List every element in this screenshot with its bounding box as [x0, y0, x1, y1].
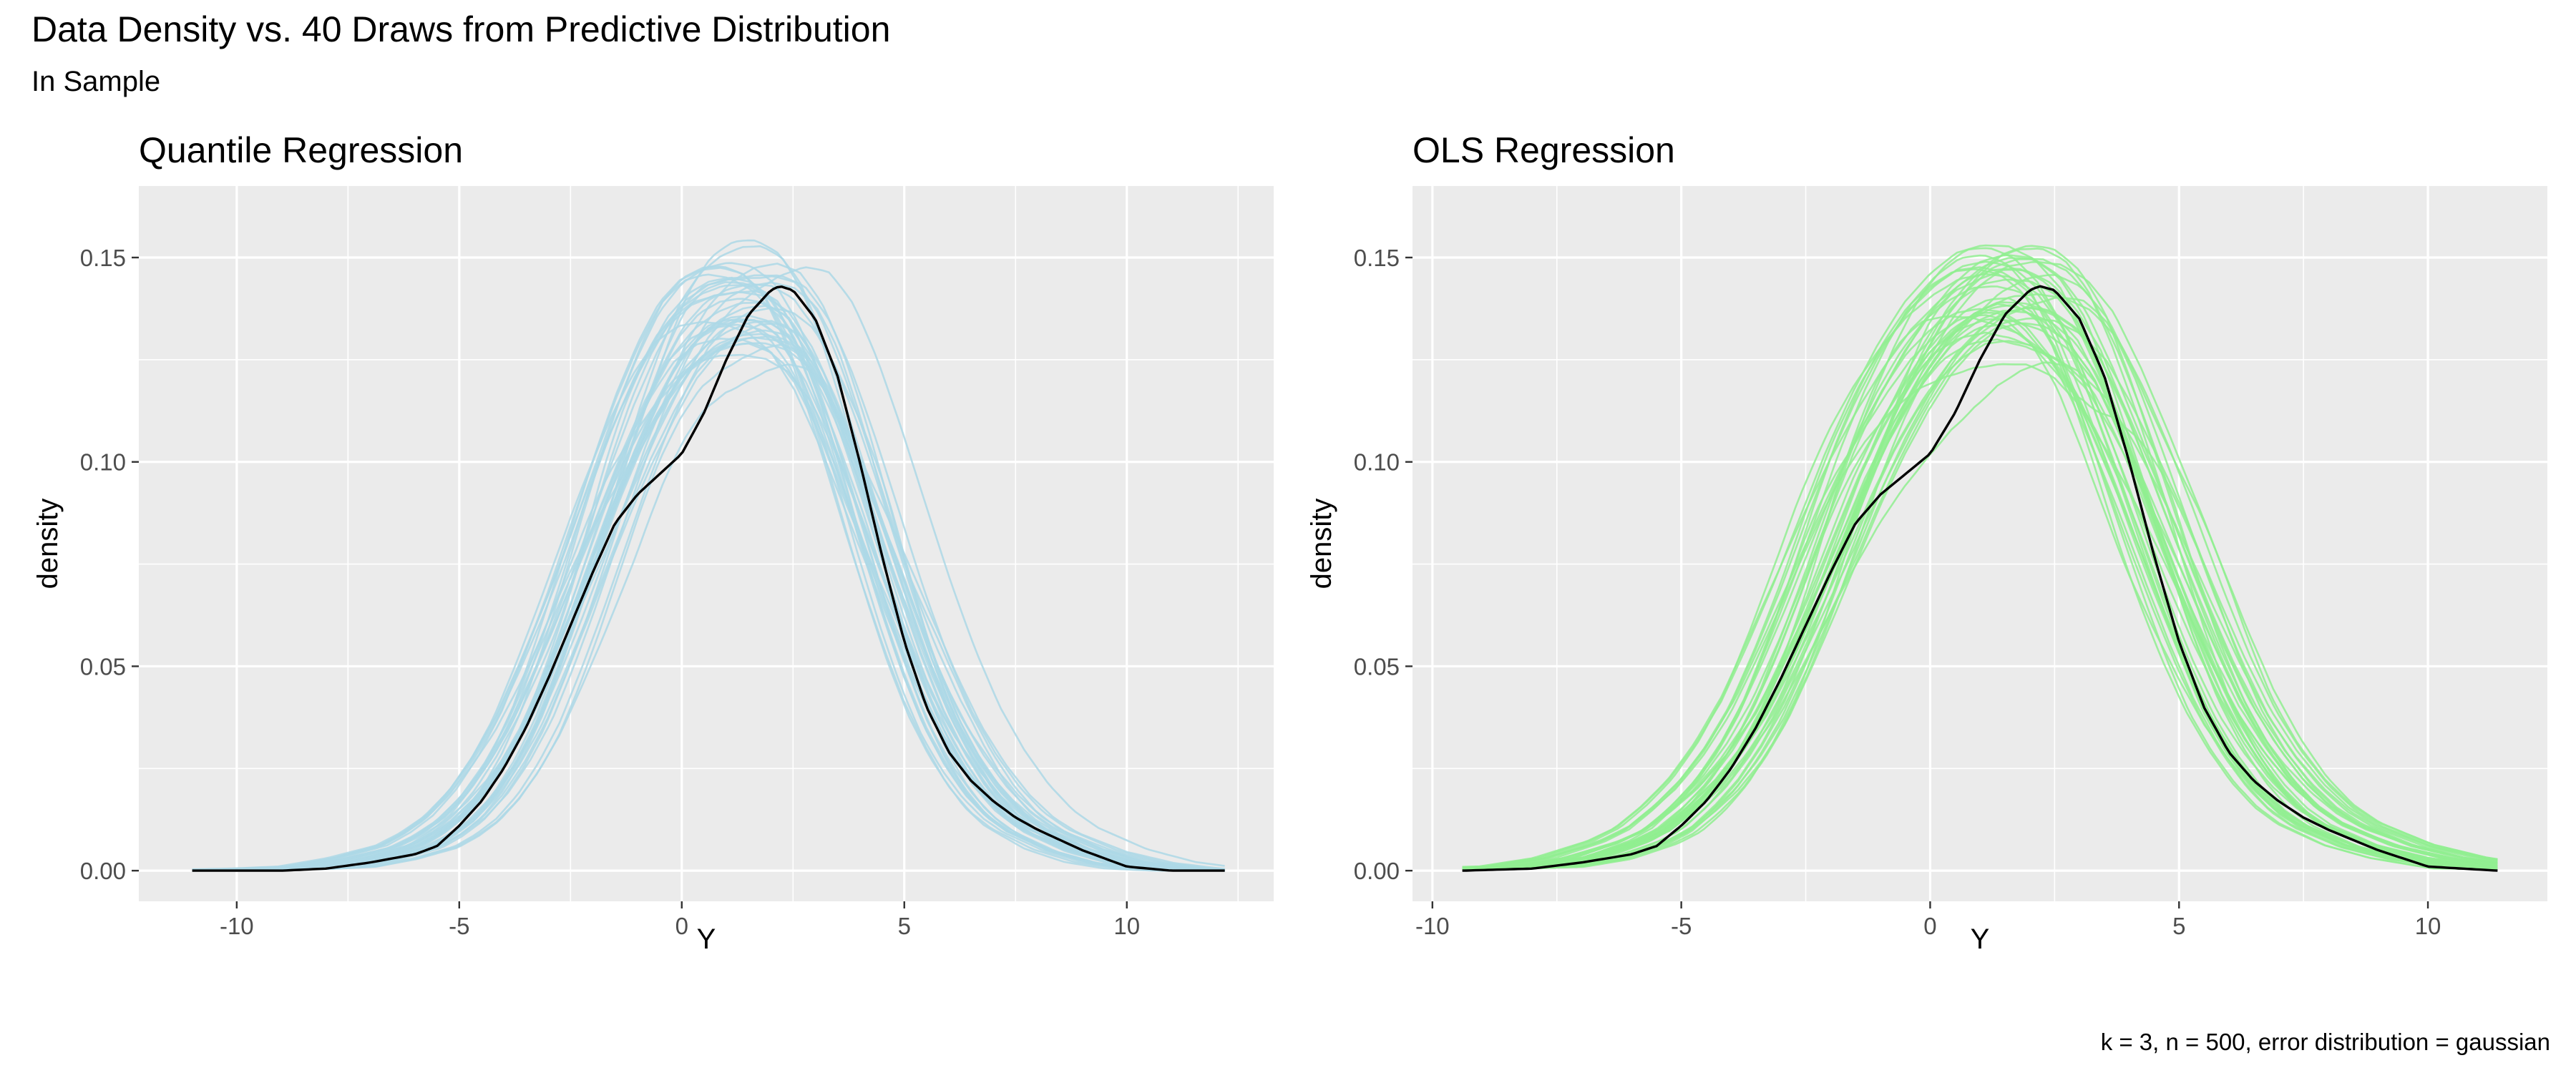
- x-tick-label: 10: [1113, 913, 1140, 939]
- x-tick-label: 5: [2172, 913, 2185, 939]
- predictive-draws: [192, 239, 1225, 872]
- predictive-draw-line: [192, 315, 1225, 872]
- x-tick-label: -10: [220, 913, 254, 939]
- x-axis-title: Y: [697, 923, 716, 955]
- plot-background: [139, 186, 1274, 901]
- y-axis-title: density: [1306, 499, 1337, 589]
- y-tick-label: 0.10: [1354, 449, 1400, 476]
- predictive-draw-line: [1462, 293, 2498, 870]
- predictive-draw-line: [192, 343, 1225, 872]
- data-density-line: [192, 285, 1225, 872]
- predictive-draw-line: [1462, 278, 2498, 870]
- predictive-draws: [1462, 244, 2498, 870]
- figure-title: Data Density vs. 40 Draws from Predictiv…: [31, 9, 891, 49]
- y-tick-label: 0.15: [1354, 245, 1400, 271]
- predictive-draw-line: [192, 291, 1225, 871]
- data-density-line: [1462, 285, 2498, 872]
- grid-lines: [1413, 186, 2547, 901]
- x-tick-label: -10: [1415, 913, 1450, 939]
- x-tick-label: 5: [898, 913, 911, 939]
- y-tick-label: 0.05: [1354, 653, 1400, 680]
- predictive-draw-line: [1462, 307, 2498, 870]
- data-density: [1462, 285, 2498, 872]
- predictive-draw-line: [192, 342, 1225, 871]
- panel-title: Quantile Regression: [139, 130, 463, 170]
- y-tick-label: 0.05: [80, 653, 126, 680]
- axis-ticks: -10 -5 0 5 10 0.00 0.05 0.10 0.15: [1354, 245, 2441, 939]
- y-tick-label: 0.00: [80, 858, 126, 884]
- predictive-draw-line: [1462, 266, 2498, 870]
- predictive-draw-line: [192, 274, 1225, 871]
- predictive-draw-line: [192, 318, 1225, 871]
- axis-ticks: -10 -5 0 5 10 0.00 0.05 0.10 0.15: [80, 245, 1140, 939]
- x-axis-title: Y: [1971, 923, 1990, 955]
- quantile-regression-chart: Quantile Regression -10 -5 0 5 10 0.00 0.05 0.1…: [32, 130, 1274, 955]
- ols-regression-panel: OLS Regression -10 -5 0 5 10 0.00 0.05 0.10 0.15…: [1302, 114, 2562, 1016]
- ols-regression-chart: OLS Regression -10 -5 0 5 10 0.00 0.05 0.10 0.15…: [1306, 130, 2547, 955]
- predictive-draw-line: [1462, 340, 2498, 870]
- x-tick-label: -5: [449, 913, 469, 939]
- predictive-draw-line: [1462, 304, 2498, 870]
- y-tick-label: 0.10: [80, 449, 126, 476]
- predictive-draw-line: [1462, 310, 2498, 870]
- figure-caption: k = 3, n = 500, error distribution = gau…: [2100, 1029, 2550, 1055]
- y-tick-label: 0.00: [1354, 858, 1400, 884]
- plot-background: [1413, 186, 2547, 901]
- quantile-regression-panel: Quantile Regression -10 -5 0 5 10 0.00 0.05 0.1…: [29, 114, 1288, 1016]
- x-tick-label: 10: [2415, 913, 2441, 939]
- y-axis-title: density: [32, 499, 64, 589]
- x-tick-label: -5: [1671, 913, 1692, 939]
- x-tick-label: 0: [1923, 913, 1936, 939]
- predictive-draw-line: [192, 273, 1225, 872]
- predictive-draw-line: [1462, 257, 2498, 869]
- predictive-draw-line: [1462, 260, 2498, 870]
- panel-title: OLS Regression: [1413, 130, 1675, 170]
- figure-subtitle: In Sample: [31, 66, 161, 97]
- x-tick-label: 0: [675, 913, 688, 939]
- y-tick-label: 0.15: [80, 245, 126, 271]
- data-density: [192, 285, 1225, 872]
